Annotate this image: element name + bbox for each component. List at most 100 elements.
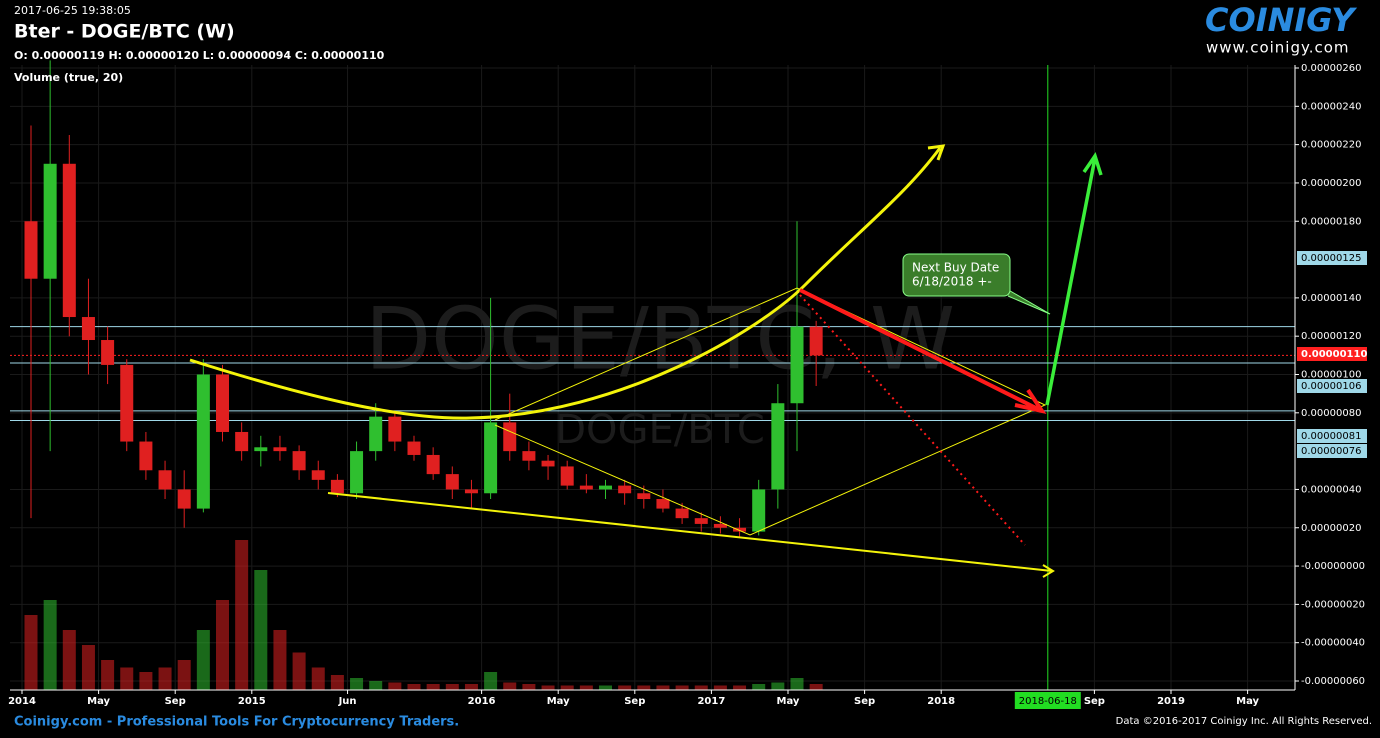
candle-body (273, 447, 287, 452)
marker-box (1014, 692, 1081, 709)
volume-bar (675, 685, 689, 690)
volume-bar (350, 678, 364, 690)
watermark-sub: DOGE/BTC (555, 407, 765, 453)
drawings (189, 144, 1103, 578)
callout-text: Next Buy Date (912, 261, 999, 275)
candle-body (177, 489, 191, 509)
candle-body (560, 466, 574, 486)
candle-body (407, 441, 421, 455)
volume-bar (407, 684, 421, 690)
candle-body (158, 470, 172, 490)
volume-bar (196, 630, 210, 690)
x-tick-label: Sep (165, 696, 186, 707)
candle-body (292, 451, 306, 471)
candle-body (733, 527, 747, 532)
price-label: 0.00000076 (1301, 446, 1361, 457)
volume-bar (139, 672, 153, 690)
volume-bar (503, 682, 517, 690)
y-tick-label: 0.00000180 (1301, 216, 1361, 227)
volume-bar (522, 684, 536, 690)
candle-body (81, 317, 95, 341)
candle-body (618, 485, 632, 494)
candle-body (235, 431, 249, 452)
volume-bar (484, 672, 498, 690)
plot (10, 60, 1295, 690)
candle-body (196, 374, 210, 509)
volume-bar (445, 684, 459, 690)
candle-body (713, 523, 727, 528)
timestamp: 2017-06-25 19:38:05 (14, 4, 131, 17)
volume-bar (311, 667, 325, 690)
trend-curve (189, 147, 942, 420)
candle-body (484, 422, 498, 494)
x-tick-label: Jun (338, 696, 357, 707)
y-tick-label: -0.00000020 (1301, 599, 1365, 610)
red-arrow (799, 288, 1047, 415)
y-tick-label: -0.00000040 (1301, 638, 1365, 649)
support-line (327, 492, 1055, 578)
volume-bar (158, 667, 172, 690)
y-tick-label: 0.00000040 (1301, 484, 1361, 495)
volume (24, 540, 823, 690)
volume-bar (694, 685, 708, 690)
price-label: 0.00000081 (1301, 431, 1361, 442)
x-tick-label: 2018 (927, 696, 955, 707)
price-box (1297, 379, 1367, 393)
volume-label: Volume (true, 20) (14, 71, 123, 84)
volume-bar (292, 652, 306, 690)
x-tick-label: 2019 (1157, 696, 1185, 707)
footer-right: Data ©2016-2017 Coinigy Inc. All Rights … (1116, 716, 1372, 727)
x-tick-label: Sep (624, 696, 645, 707)
volume-bar (24, 615, 38, 690)
candle-body (139, 441, 153, 471)
candle-body (120, 364, 134, 442)
wedge-lines (494, 287, 1047, 536)
candle-body (426, 454, 440, 475)
candle-body (369, 416, 383, 452)
volume-bar (101, 660, 115, 690)
candle-body (62, 163, 76, 318)
volume-bar (771, 682, 785, 690)
volume-bar (713, 685, 727, 690)
x-tick-label: May (547, 696, 570, 707)
red-dotted (799, 294, 1026, 546)
y-tick-label: 0.00000120 (1301, 331, 1361, 342)
candle-body (541, 460, 555, 467)
candle-body (656, 499, 670, 509)
volume-bar (560, 685, 574, 690)
candle-body (24, 221, 38, 279)
y-tick-label: 0.00000020 (1301, 523, 1361, 534)
volume-bar (235, 540, 249, 690)
y-tick-label: 0.00000200 (1301, 178, 1361, 189)
price-label: 0.00000125 (1301, 253, 1361, 264)
volume-bar (656, 685, 670, 690)
x-tick-label: 2014 (8, 696, 36, 707)
y-tick-label: 0.00000240 (1301, 101, 1361, 112)
x-tick-label: 2017 (697, 696, 725, 707)
volume-bar (790, 678, 804, 690)
volume-bar (330, 675, 344, 690)
volume-bar (809, 684, 823, 690)
callout-text: 6/18/2018 +- (912, 275, 992, 289)
y-tick-label: -0.00000060 (1301, 676, 1365, 687)
volume-bar (62, 630, 76, 690)
candle-body (694, 518, 708, 524)
x-tick-label: May (777, 696, 800, 707)
volume-bar (599, 685, 612, 690)
y-tick-label: 0.00000260 (1301, 63, 1361, 74)
candle-body (216, 374, 229, 432)
candle-body (675, 508, 689, 519)
logo: COINIGY (1205, 1, 1357, 39)
price-box (1297, 429, 1367, 443)
candle-body (790, 326, 804, 404)
marker-label: 2018-06-18 (1019, 696, 1077, 707)
candle-body (254, 447, 268, 452)
price-label: 0.00000106 (1301, 381, 1361, 392)
volume-bar (120, 667, 134, 690)
volume-bar (733, 685, 747, 690)
price-box (1297, 251, 1367, 265)
logo-url: www.coinigy.com (1206, 39, 1350, 57)
x-tick-label: 2016 (468, 696, 496, 707)
